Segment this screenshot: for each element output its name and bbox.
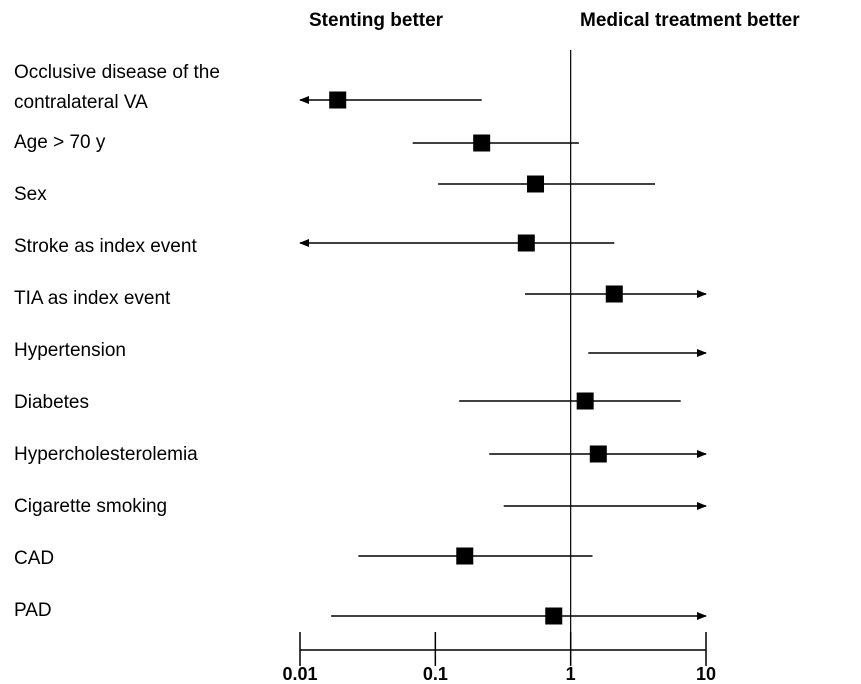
row-label: Hypertension (14, 336, 126, 366)
row-label: CAD (14, 544, 54, 574)
row-label-line: Hypertension (14, 340, 126, 361)
point-estimate-marker (589, 445, 607, 463)
point-estimate-marker (545, 607, 563, 625)
point-estimate-marker (456, 547, 474, 565)
x-tick-label: 0.1 (423, 664, 448, 684)
row-label: Hypercholesterolemia (14, 440, 198, 470)
row-label-line: Diabetes (14, 392, 89, 413)
x-tick-label: 1 (566, 664, 576, 684)
point-estimate-marker (473, 134, 491, 152)
row-label: Cigarette smoking (14, 492, 167, 522)
x-tick-label: 10 (696, 664, 716, 684)
row-label: Diabetes (14, 388, 89, 418)
row-label: PAD (14, 596, 52, 626)
row-label-line: Age > 70 y (14, 132, 106, 153)
row-label: Sex (14, 180, 47, 210)
header-medical-treatment-better: Medical treatment better (580, 10, 800, 31)
row-label-line: PAD (14, 600, 52, 621)
point-estimate-marker (605, 285, 623, 303)
row-label-line: Occlusive disease of the (14, 62, 220, 83)
point-estimate-marker (527, 175, 545, 193)
point-estimate-marker (329, 91, 347, 109)
row-label-line: Sex (14, 184, 47, 205)
x-tick-label: 0.01 (282, 664, 317, 684)
row-label-line: contralateral VA (14, 92, 148, 113)
point-estimate-marker (517, 234, 535, 252)
row-label: TIA as index event (14, 284, 170, 314)
row-label-line: TIA as index event (14, 288, 171, 309)
row-label-line: Hypercholesterolemia (14, 444, 198, 465)
header-stenting-better: Stenting better (309, 10, 444, 31)
row-label-line: Stroke as index event (14, 236, 197, 257)
row-label: Stroke as index event (14, 232, 197, 262)
row-label: Occlusive disease of the contralateral VA (14, 58, 220, 118)
point-estimate-marker (576, 392, 594, 410)
row-label-line: Cigarette smoking (14, 496, 168, 517)
row-label-line: CAD (14, 548, 55, 569)
row-label: Age > 70 y (14, 128, 105, 158)
